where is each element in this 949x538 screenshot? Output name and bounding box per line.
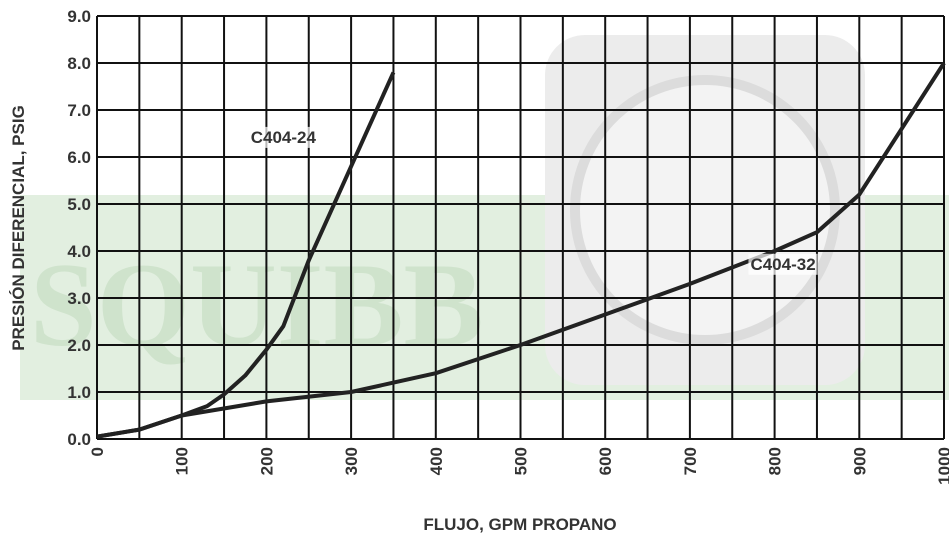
y-tick-label: 6.0 bbox=[67, 148, 91, 167]
x-tick-label: 700 bbox=[681, 447, 700, 475]
y-tick-label: 1.0 bbox=[67, 383, 91, 402]
x-tick-label: 400 bbox=[427, 447, 446, 475]
watermark-gauge bbox=[570, 75, 840, 345]
y-tick-label: 3.0 bbox=[67, 289, 91, 308]
y-tick-label: 9.0 bbox=[67, 7, 91, 26]
y-tick-label: 4.0 bbox=[67, 242, 91, 261]
x-axis-title: FLUJO, GPM PROPANO bbox=[423, 515, 616, 534]
x-tick-label: 600 bbox=[596, 447, 615, 475]
x-tick-label: 1000 bbox=[935, 447, 949, 485]
y-axis-title: PRESIÓN DIFERENCIAL, PSIG bbox=[9, 105, 28, 351]
x-tick-label: 900 bbox=[850, 447, 869, 475]
annotation-bg bbox=[248, 126, 319, 148]
x-tick-label: 200 bbox=[257, 447, 276, 475]
x-tick-label: 100 bbox=[173, 447, 192, 475]
x-tick-label: 800 bbox=[766, 447, 785, 475]
y-tick-label: 7.0 bbox=[67, 101, 91, 120]
y-tick-label: 2.0 bbox=[67, 336, 91, 355]
x-tick-label: 0 bbox=[88, 447, 107, 456]
annotation-bg bbox=[748, 253, 818, 275]
y-tick-label: 5.0 bbox=[67, 195, 91, 214]
annotation: C404-24 bbox=[251, 128, 317, 147]
x-tick-label: 300 bbox=[342, 447, 361, 475]
y-tick-label: 0.0 bbox=[67, 430, 91, 449]
y-tick-label: 8.0 bbox=[67, 54, 91, 73]
x-tick-label: 500 bbox=[512, 447, 531, 475]
watermark-text: SQUIBB bbox=[30, 238, 484, 371]
annotation: C404-32 bbox=[750, 255, 815, 274]
series-line bbox=[96, 61, 946, 439]
